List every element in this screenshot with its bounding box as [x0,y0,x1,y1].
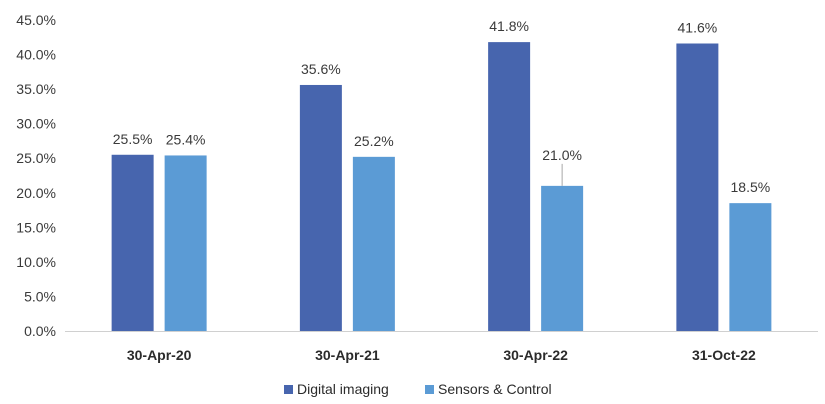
bar-sensors-control [164,155,207,331]
bar-digital-imaging [299,84,342,331]
legend-label: Sensors & Control [438,381,552,397]
data-label: 35.6% [301,61,341,77]
data-label: 25.4% [166,131,206,147]
y-tick-label: 20.0% [16,185,56,201]
x-axis: 30-Apr-20 30-Apr-21 30-Apr-22 31-Oct-22 [65,331,818,363]
y-axis: 0.0% 5.0% 10.0% 15.0% 20.0% 25.0% 30.0% 35.0% 40… [16,12,56,339]
y-tick-label: 35.0% [16,81,56,97]
y-tick-label: 15.0% [16,219,56,235]
data-label: 41.6% [678,19,718,35]
legend-swatch [425,385,434,394]
y-tick-label: 0.0% [24,323,56,339]
y-tick-label: 10.0% [16,254,56,270]
y-tick-label: 5.0% [24,288,56,304]
legend: Digital imaging Sensors & Control [284,381,552,397]
data-label: 25.5% [113,131,153,147]
x-category-label: 30-Apr-22 [503,347,568,363]
y-tick-label: 45.0% [16,12,56,28]
data-label: 18.5% [731,179,771,195]
data-label: 21.0% [542,147,582,163]
y-tick-label: 40.0% [16,47,56,63]
data-label: 41.8% [489,18,529,34]
bar-digital-imaging [488,42,531,332]
legend-swatch [284,385,293,394]
x-category-label: 30-Apr-20 [127,347,192,363]
bar-digital-imaging [111,154,154,331]
y-tick-label: 30.0% [16,116,56,132]
y-tick-label: 25.0% [16,150,56,166]
data-label: 25.2% [354,133,394,149]
x-category-label: 31-Oct-22 [692,347,756,363]
legend-label: Digital imaging [297,381,389,397]
data-labels: 25.5% 25.4% 35.6% 25.2% 41.8% 21.0% 41.6% 18.5% [113,18,770,195]
bar-sensors-control [352,156,395,331]
bar-sensors-control [541,185,584,331]
bars [111,42,772,332]
x-category-label: 30-Apr-21 [315,347,380,363]
bar-digital-imaging [676,43,719,332]
bar-sensors-control [729,203,772,331]
